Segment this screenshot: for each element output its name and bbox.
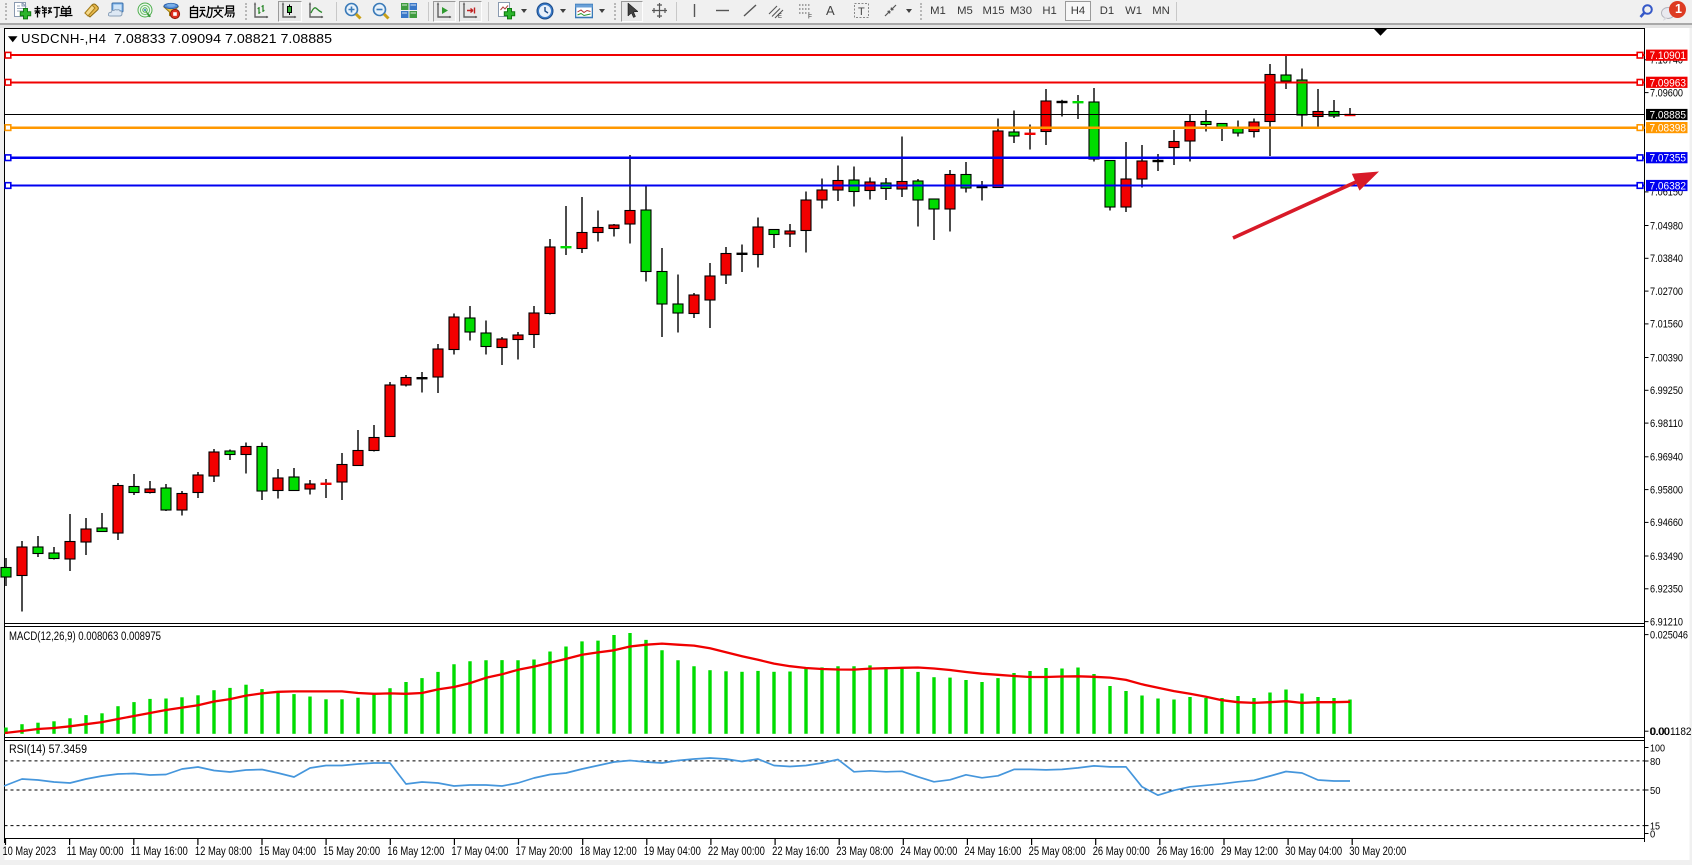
svg-text:29 May 12:00: 29 May 12:00 bbox=[1221, 844, 1278, 858]
svg-text:17 May 04:00: 17 May 04:00 bbox=[451, 844, 508, 858]
svg-text:7.02700: 7.02700 bbox=[1650, 286, 1683, 298]
svg-text:100: 100 bbox=[1650, 743, 1665, 754]
svg-text:10 May 2023: 10 May 2023 bbox=[3, 844, 57, 858]
svg-text:6.99250: 6.99250 bbox=[1650, 385, 1683, 397]
svg-text:22 May 16:00: 22 May 16:00 bbox=[772, 844, 829, 858]
svg-text:7.08833 7.09094 7.08821 7.0888: 7.08833 7.09094 7.08821 7.08885 bbox=[114, 31, 332, 46]
svg-text:15 May 20:00: 15 May 20:00 bbox=[323, 844, 380, 858]
svg-text:7.10901: 7.10901 bbox=[1650, 50, 1687, 62]
svg-text:15 May 04:00: 15 May 04:00 bbox=[259, 844, 316, 858]
svg-text:24 May 00:00: 24 May 00:00 bbox=[900, 844, 957, 858]
svg-text:30 May 20:00: 30 May 20:00 bbox=[1349, 844, 1406, 858]
svg-text:0: 0 bbox=[1650, 829, 1656, 840]
svg-text:26 May 00:00: 26 May 00:00 bbox=[1093, 844, 1150, 858]
svg-text:7.08885: 7.08885 bbox=[1650, 110, 1687, 122]
svg-text:6.92350: 6.92350 bbox=[1650, 584, 1683, 596]
svg-text:17 May 20:00: 17 May 20:00 bbox=[516, 844, 573, 858]
svg-text:0.00: 0.00 bbox=[1650, 726, 1670, 738]
svg-text:E: E bbox=[778, 14, 782, 20]
svg-text:7.01560: 7.01560 bbox=[1650, 319, 1683, 331]
svg-text:7.06382: 7.06382 bbox=[1650, 181, 1687, 193]
svg-text:80: 80 bbox=[1650, 757, 1661, 768]
svg-text:11 May 00:00: 11 May 00:00 bbox=[67, 844, 124, 858]
svg-text:50: 50 bbox=[1650, 786, 1661, 797]
svg-text:7.04980: 7.04980 bbox=[1650, 220, 1683, 232]
svg-text:7.07355: 7.07355 bbox=[1650, 153, 1687, 165]
svg-text:25 May 08:00: 25 May 08:00 bbox=[1029, 844, 1086, 858]
svg-text:MACD(12,26,9) 0.008063 0.00897: MACD(12,26,9) 0.008063 0.008975 bbox=[9, 631, 161, 643]
svg-text:F: F bbox=[808, 14, 812, 21]
svg-text:12 May 08:00: 12 May 08:00 bbox=[195, 844, 252, 858]
svg-text:7.08398: 7.08398 bbox=[1650, 123, 1687, 135]
svg-text:T: T bbox=[858, 6, 865, 18]
svg-text:6.94660: 6.94660 bbox=[1650, 517, 1683, 529]
svg-text:22 May 00:00: 22 May 00:00 bbox=[708, 844, 765, 858]
svg-text:6.96940: 6.96940 bbox=[1650, 452, 1683, 464]
svg-text:16 May 12:00: 16 May 12:00 bbox=[387, 844, 444, 858]
svg-text:6.91210: 6.91210 bbox=[1650, 616, 1683, 628]
svg-text:6.95800: 6.95800 bbox=[1650, 484, 1683, 496]
svg-text:7.09963: 7.09963 bbox=[1650, 77, 1687, 89]
svg-text:30 May 04:00: 30 May 04:00 bbox=[1285, 844, 1342, 858]
svg-text:19 May 04:00: 19 May 04:00 bbox=[644, 844, 701, 858]
svg-text:USDCNH-,H4: USDCNH-,H4 bbox=[21, 31, 106, 46]
svg-text:23 May 08:00: 23 May 08:00 bbox=[836, 844, 893, 858]
svg-text:0.001182: 0.001182 bbox=[1651, 726, 1692, 738]
svg-text:15: 15 bbox=[1650, 821, 1660, 832]
svg-text:26 May 16:00: 26 May 16:00 bbox=[1157, 844, 1214, 858]
svg-text:18 May 12:00: 18 May 12:00 bbox=[580, 844, 637, 858]
svg-text:7.00390: 7.00390 bbox=[1650, 352, 1683, 364]
svg-text:24 May 16:00: 24 May 16:00 bbox=[964, 844, 1021, 858]
svg-text:7.09600: 7.09600 bbox=[1650, 87, 1683, 99]
svg-text:0.025046: 0.025046 bbox=[1650, 629, 1688, 641]
svg-text:6.98110: 6.98110 bbox=[1650, 418, 1683, 430]
svg-text:7.03840: 7.03840 bbox=[1650, 253, 1683, 265]
svg-text:6.93490: 6.93490 bbox=[1650, 551, 1683, 563]
svg-text:RSI(14) 57.3459: RSI(14) 57.3459 bbox=[9, 744, 87, 756]
svg-text:11 May 16:00: 11 May 16:00 bbox=[131, 844, 188, 858]
